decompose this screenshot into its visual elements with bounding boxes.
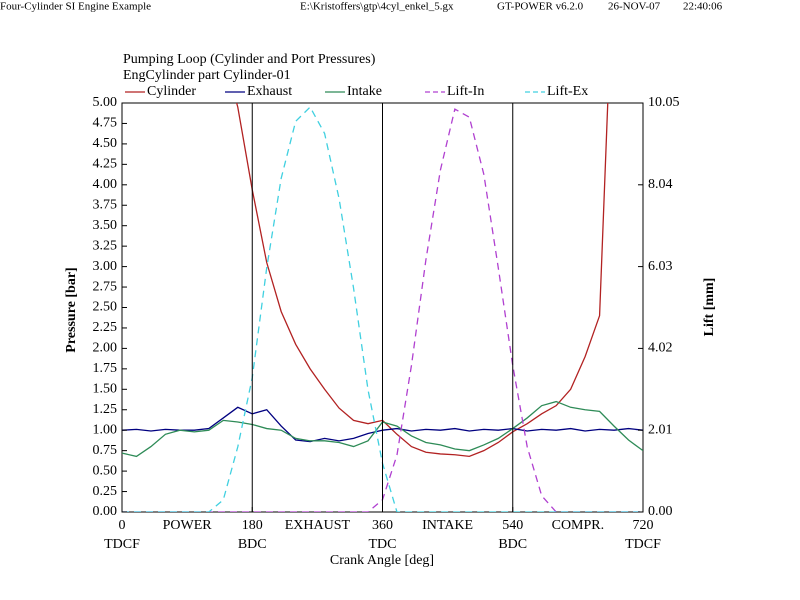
y-tick-label: 3.25 bbox=[93, 238, 118, 253]
y2-tick-label: 10.05 bbox=[648, 95, 680, 110]
legend-label: Lift-In bbox=[447, 84, 484, 99]
legend-label: Cylinder bbox=[147, 84, 196, 99]
x-sublabel: TDCF bbox=[625, 537, 661, 552]
chart-title: Pumping Loop (Cylinder and Port Pressure… bbox=[123, 52, 376, 67]
y-tick-label: 0.00 bbox=[93, 504, 118, 519]
y2-tick-label: 0.00 bbox=[648, 504, 673, 519]
x-tick-label: 720 bbox=[633, 518, 654, 533]
y-tick-label: 3.50 bbox=[93, 218, 118, 233]
header-title: Four-Cylinder SI Engine Example bbox=[0, 1, 151, 13]
header-version: GT-POWER v6.2.0 bbox=[497, 1, 584, 13]
header-time: 22:40:06 bbox=[683, 1, 723, 13]
header-file: E:\Kristoffers\gtp\4cyl_enkel_5.gx bbox=[300, 1, 454, 13]
y-tick-label: 1.00 bbox=[93, 422, 118, 437]
y-tick-label: 0.75 bbox=[93, 443, 118, 458]
y-tick-label: 1.25 bbox=[93, 402, 118, 417]
x-axis-title: Crank Angle [deg] bbox=[330, 553, 434, 568]
x-sublabel: BDC bbox=[498, 537, 527, 552]
y-tick-label: 1.75 bbox=[93, 361, 118, 376]
y-tick-label: 1.50 bbox=[93, 382, 118, 397]
phase-label: POWER bbox=[163, 518, 213, 533]
x-sublabel: TDC bbox=[369, 537, 397, 552]
legend-label: Lift-Ex bbox=[547, 84, 588, 99]
x-tick-label: 360 bbox=[372, 518, 393, 533]
phase-label: INTAKE bbox=[422, 518, 473, 533]
x-tick-label: 0 bbox=[119, 518, 126, 533]
x-sublabel: TDCF bbox=[104, 537, 140, 552]
y-tick-label: 5.00 bbox=[93, 95, 118, 110]
x-tick-label: 180 bbox=[242, 518, 263, 533]
header-date: 26-NOV-07 bbox=[608, 1, 661, 13]
x-sublabel: BDC bbox=[238, 537, 267, 552]
y-tick-label: 4.25 bbox=[93, 157, 118, 172]
legend-label: Intake bbox=[347, 84, 382, 99]
y-tick-label: 4.75 bbox=[93, 116, 118, 131]
phase-label: COMPR. bbox=[552, 518, 605, 533]
y2-tick-label: 4.02 bbox=[648, 341, 673, 356]
chart-subtitle: EngCylinder part Cylinder-01 bbox=[123, 68, 291, 83]
y-axis-title: Pressure [bar] bbox=[64, 267, 79, 352]
legend-label: Exhaust bbox=[247, 84, 292, 99]
y-tick-label: 2.50 bbox=[93, 300, 118, 315]
y-tick-label: 3.00 bbox=[93, 259, 118, 274]
y2-tick-label: 6.03 bbox=[648, 259, 673, 274]
y2-tick-label: 2.01 bbox=[648, 422, 673, 437]
y-tick-label: 3.75 bbox=[93, 197, 118, 212]
y2-tick-label: 8.04 bbox=[648, 177, 673, 192]
y-tick-label: 2.75 bbox=[93, 279, 118, 294]
y2-axis-title: Lift [mm] bbox=[702, 278, 717, 337]
y-tick-label: 2.00 bbox=[93, 341, 118, 356]
y-tick-label: 0.25 bbox=[93, 484, 118, 499]
y-tick-label: 4.50 bbox=[93, 136, 118, 151]
y-tick-label: 0.50 bbox=[93, 463, 118, 478]
y-tick-label: 2.25 bbox=[93, 320, 118, 335]
y-tick-label: 4.00 bbox=[93, 177, 118, 192]
x-tick-label: 540 bbox=[502, 518, 523, 533]
phase-label: EXHAUST bbox=[285, 518, 351, 533]
